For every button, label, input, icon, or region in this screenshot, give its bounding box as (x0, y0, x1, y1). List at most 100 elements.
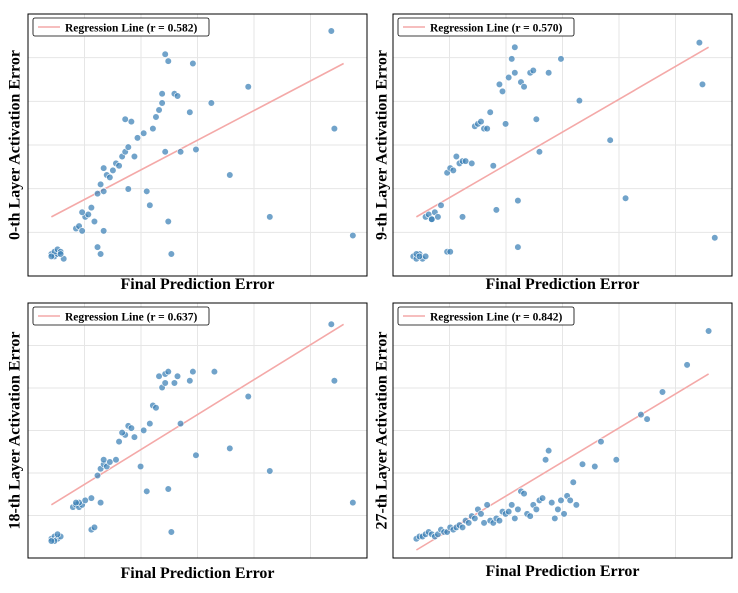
scatter-point (124, 143, 132, 151)
scatter-point (100, 227, 108, 235)
scatter-point (569, 478, 577, 486)
scatter-point (143, 487, 151, 495)
scatter-point (529, 66, 537, 75)
scatter-point (109, 166, 117, 174)
scatter-point (173, 372, 182, 380)
x-axis-label: Final Prediction Error (120, 565, 274, 582)
scatter-point (541, 456, 550, 464)
scatter-point (266, 213, 274, 221)
legend-label: Regression Line (r = 0.637) (65, 312, 197, 324)
scatter-point (226, 444, 234, 453)
y-axis-label: 18-th Layer Activation Error (7, 331, 24, 529)
scatter-point (349, 499, 357, 507)
scatter-point (100, 456, 108, 464)
scatter-point (637, 410, 645, 419)
scatter-point (578, 460, 587, 468)
scatter-point (210, 368, 219, 376)
scatter-point (415, 252, 424, 260)
scatter-point (93, 243, 102, 251)
legend: Regression Line (r = 0.570) (397, 17, 575, 37)
scatter-point (176, 148, 185, 156)
scatter-point (115, 438, 123, 446)
scatter-point (483, 501, 491, 509)
scatter-point (78, 227, 86, 235)
scatter-point (695, 38, 703, 47)
scatter-point (192, 451, 200, 459)
scatter-point (186, 377, 194, 385)
scatter-point (505, 508, 513, 516)
scatter-point (161, 50, 169, 58)
scatter-point (143, 187, 151, 195)
legend-label: Regression Line (r = 0.842) (430, 312, 562, 324)
scatter-point (130, 152, 139, 161)
scatter-point (557, 55, 565, 63)
scatter-point (90, 217, 99, 226)
scatter-point (93, 471, 102, 480)
scatter-point (597, 438, 605, 446)
legend: Regression Line (r = 0.637) (32, 306, 210, 326)
scatter-point (155, 106, 163, 114)
scatter-point (566, 496, 574, 504)
scatter-point (492, 206, 500, 214)
scatter-point (207, 99, 215, 107)
scatter-point (72, 499, 80, 507)
scatter-points (47, 27, 357, 263)
scatter-point (591, 462, 599, 471)
x-axis-label: Final Prediction Error (120, 276, 274, 293)
scatter-point (158, 99, 166, 107)
scatter-point (560, 510, 568, 518)
scatter-point (112, 456, 120, 464)
scatter-point (545, 447, 553, 455)
chart-panel-0: Regression Line (r = 0.582) Final Predict… (7, 13, 368, 293)
scatter-point (167, 528, 175, 536)
scatter-point (189, 368, 197, 376)
scatter-point (489, 162, 497, 170)
y-axis-label: 27-th Layer Activation Error (374, 331, 391, 529)
scatter-point (158, 90, 166, 98)
scatter-point (514, 197, 522, 205)
plot-frame (392, 13, 733, 277)
legend-box (32, 306, 210, 326)
scatter-point (683, 361, 691, 369)
scatter-point (612, 456, 620, 464)
scatter-point (57, 250, 65, 258)
legend: Regression Line (r = 0.842) (397, 306, 575, 326)
scatter-point (136, 462, 145, 471)
scatter-point (483, 124, 491, 133)
scatter-point (244, 83, 252, 91)
grid (28, 14, 367, 276)
chart-panel-2: Regression Line (r = 0.637) Final Predict… (7, 302, 368, 582)
scatter-point (428, 215, 436, 223)
plot-frame (392, 302, 733, 559)
scatter-point (146, 201, 154, 209)
scatter-point (53, 530, 62, 538)
scatter-point (164, 368, 172, 376)
scatter-point (508, 501, 516, 509)
scatter-point (514, 243, 522, 251)
scatter-point (96, 250, 105, 258)
scatter-point (266, 467, 274, 475)
chart-panel-3: Regression Line (r = 0.842) Final Predict… (374, 302, 733, 580)
scatter-point (520, 489, 528, 498)
scatter-point (124, 185, 132, 193)
legend-label: Regression Line (r = 0.570) (430, 23, 562, 35)
scatter-point (186, 108, 194, 116)
scatter-point (458, 213, 467, 221)
scatter-point (698, 80, 707, 89)
scatter-point (173, 92, 182, 100)
scatter-point (87, 203, 95, 212)
scatter-point (189, 59, 197, 68)
scatter-point (118, 429, 126, 437)
scatter-point (133, 134, 142, 142)
scatter-point (452, 152, 460, 161)
scatter-point (495, 517, 504, 525)
legend-label: Regression Line (r = 0.582) (65, 23, 197, 35)
scatter-point (140, 129, 148, 137)
scatter-point (100, 164, 108, 172)
scatter-point (575, 97, 584, 105)
scatter-point (486, 108, 494, 116)
scatter-point (551, 514, 559, 523)
legend-box (397, 17, 575, 37)
scatter-point (96, 180, 105, 188)
scatter-point (422, 252, 430, 260)
